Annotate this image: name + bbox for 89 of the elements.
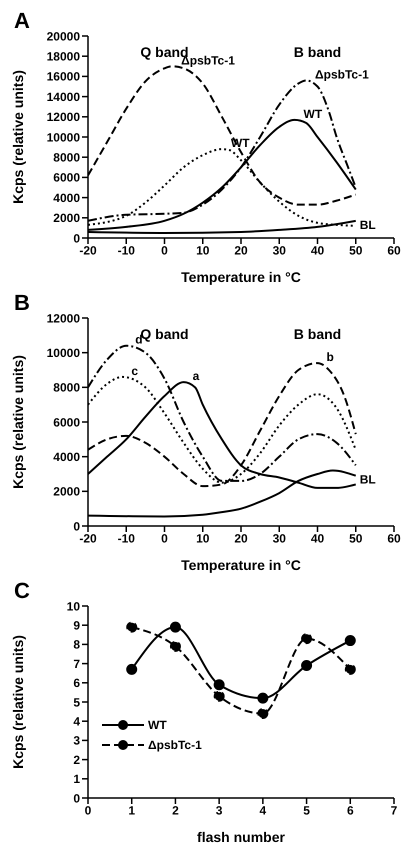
- x-tick-label: 2: [172, 804, 180, 818]
- y-tick-label: 8000: [53, 380, 80, 395]
- y-axis-title: Kcps (relative units): [10, 635, 26, 769]
- x-tick-label: 0: [161, 244, 168, 258]
- x-axis-title: Temperature in °C: [181, 269, 301, 285]
- x-tick-label: 30: [272, 532, 286, 546]
- y-tick-label: 10: [66, 599, 80, 614]
- x-tick-label: -20: [79, 532, 97, 546]
- y-tick-label: 0: [73, 519, 80, 534]
- y-tick-label: 12000: [46, 110, 80, 124]
- x-tick-label: 20: [234, 244, 248, 258]
- y-tick-label: 14000: [46, 90, 80, 104]
- series-label: a: [192, 369, 200, 384]
- x-tick-label: 60: [387, 244, 401, 258]
- y-tick-label: 8: [73, 638, 80, 652]
- x-tick-label: 10: [196, 244, 210, 258]
- x-tick-label: 5: [303, 804, 310, 818]
- point: [170, 640, 181, 652]
- y-tick-label: 4000: [53, 190, 80, 205]
- y-tick-label: 4: [73, 714, 80, 728]
- x-tick-label: -20: [79, 244, 97, 258]
- x-tick-label: 10: [196, 532, 210, 546]
- x-tick-label: 40: [310, 532, 324, 546]
- x-tick-label: -10: [118, 244, 136, 258]
- x-tick-label: 60: [387, 532, 401, 546]
- y-tick-label: 10000: [46, 346, 80, 360]
- x-tick-label: 0: [161, 532, 168, 546]
- y-tick-label: 6000: [53, 415, 80, 430]
- y-tick-label: 2000: [53, 211, 80, 226]
- chart-title: A: [14, 8, 30, 34]
- point: [344, 664, 356, 675]
- x-tick-label: 50: [349, 244, 363, 258]
- chart-title: B: [14, 290, 30, 316]
- series-label: ΔpsbTc-1: [315, 67, 370, 82]
- y-tick-label: 7: [73, 656, 80, 671]
- annotation: B band: [294, 44, 342, 60]
- point: [126, 664, 138, 675]
- legend-label: ΔpsbTc-1: [148, 738, 202, 752]
- y-tick-label: 16000: [46, 70, 80, 84]
- annotation: B band: [294, 326, 342, 342]
- x-tick-label: 50: [349, 532, 363, 546]
- y-tick-label: 20000: [46, 29, 80, 44]
- x-tick-label: 1: [128, 804, 136, 818]
- x-tick-label: 7: [390, 804, 398, 818]
- point: [170, 622, 181, 633]
- y-tick-label: 12000: [46, 311, 80, 326]
- x-tick-label: 20: [234, 532, 248, 546]
- point: [301, 633, 312, 644]
- x-tick-label: 3: [216, 804, 223, 818]
- y-tick-label: 0: [73, 231, 80, 246]
- y-tick-label: 10000: [46, 130, 80, 144]
- point: [344, 635, 356, 646]
- point: [214, 690, 225, 702]
- series-label: BL: [360, 472, 376, 487]
- y-axis-title: Kcps (relative units): [10, 355, 26, 489]
- point: [126, 622, 138, 633]
- legend-label: WT: [148, 718, 167, 732]
- y-tick-label: 9: [73, 618, 80, 632]
- x-tick-label: 0: [84, 804, 92, 818]
- y-tick-label: 2000: [53, 484, 80, 499]
- x-axis-title: flash number: [197, 829, 286, 845]
- y-tick-label: 6: [73, 676, 80, 690]
- point: [301, 660, 312, 672]
- y-axis-title: Kcps (relative units): [10, 70, 26, 204]
- point: [257, 708, 268, 720]
- x-tick-label: 4: [260, 804, 267, 818]
- annotation: Q band: [140, 326, 189, 342]
- x-tick-label: -10: [118, 532, 136, 546]
- series-label: WT: [304, 106, 323, 121]
- y-tick-label: 5: [73, 695, 80, 710]
- y-tick-label: 0: [73, 791, 80, 806]
- point: [257, 692, 268, 704]
- series-label: b: [326, 350, 334, 364]
- x-tick-label: 30: [272, 244, 286, 258]
- series-label: BL: [360, 218, 376, 232]
- x-tick-label: 6: [346, 804, 354, 818]
- series-label: c: [131, 364, 138, 378]
- y-tick-label: 6000: [53, 170, 80, 185]
- point: [214, 679, 225, 690]
- y-tick-label: 18000: [46, 49, 80, 64]
- x-tick-label: 40: [310, 244, 324, 258]
- y-tick-label: 3: [73, 734, 80, 748]
- y-tick-label: 1: [73, 772, 80, 786]
- y-tick-label: 2: [73, 752, 80, 767]
- x-axis-title: Temperature in °C: [181, 557, 301, 573]
- chart-title: C: [14, 578, 30, 604]
- y-tick-label: 4000: [53, 450, 80, 464]
- series-label: WT: [230, 136, 250, 150]
- y-tick-label: 8000: [53, 150, 80, 164]
